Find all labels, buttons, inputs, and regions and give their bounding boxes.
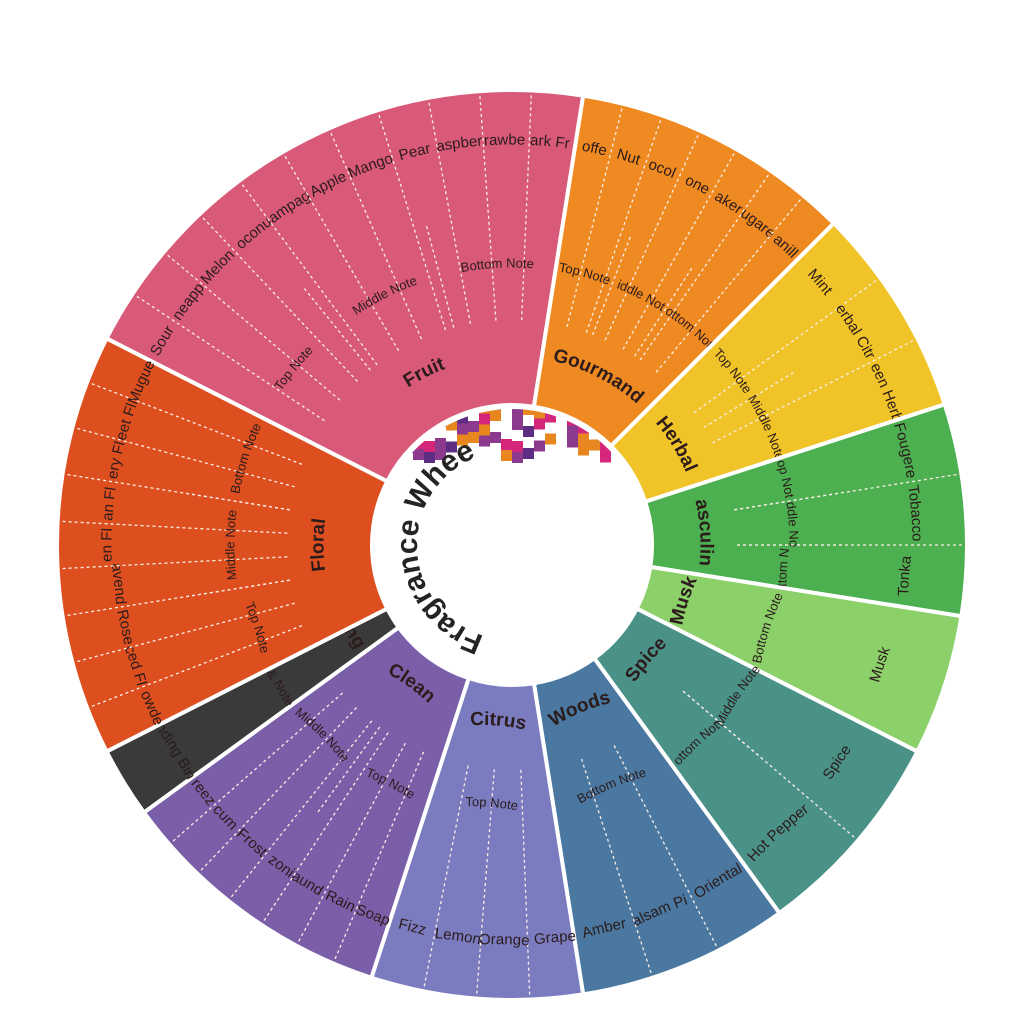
- item-label: Tonka: [895, 554, 915, 596]
- category-label: Floral: [307, 517, 330, 572]
- note-ring-label: Middle Note: [222, 509, 239, 581]
- fragrance-wheel: SourPineappleMelonCoconutChampagneAppleM…: [0, 0, 1024, 1024]
